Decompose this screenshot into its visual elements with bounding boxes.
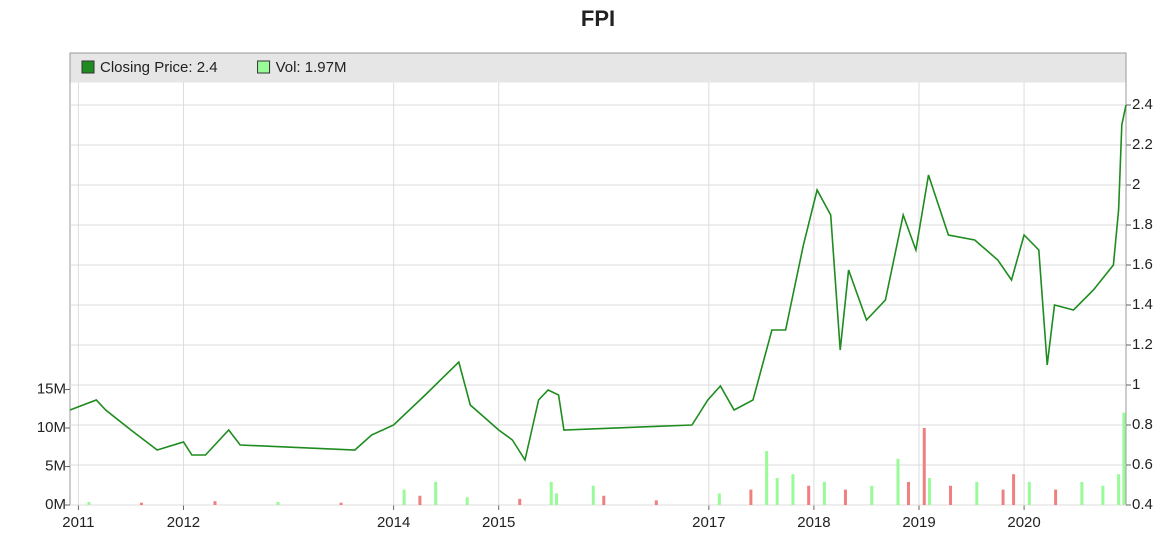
y-tick-label: 2.2: [1132, 136, 1153, 153]
volume-bar: [654, 500, 658, 505]
volume-bar: [1122, 412, 1126, 505]
volume-bar: [1012, 474, 1016, 505]
volume-bar: [1117, 474, 1121, 505]
y-tick-label: 1.2: [1132, 336, 1153, 353]
volume-bar: [1101, 485, 1105, 505]
volume-bar: [870, 485, 874, 505]
volume-bar: [922, 427, 926, 505]
x-tick-label: 2018: [797, 514, 830, 531]
volume-bar: [928, 478, 932, 505]
y2-tick-label: 5M: [45, 457, 66, 474]
volume-bar: [276, 501, 280, 505]
y-tick-label: 0.8: [1132, 416, 1153, 433]
volume-bar: [591, 485, 595, 505]
x-tick-label: 2011: [62, 514, 94, 531]
volume-bar: [402, 489, 406, 505]
y-tick-label: 2.4: [1132, 96, 1153, 113]
legend-band: [70, 53, 1126, 83]
volume-bar: [339, 502, 343, 505]
y-tick-label: 1.4: [1132, 296, 1153, 313]
y-tick-label: 0.4: [1132, 496, 1153, 513]
y-tick-label: 1.8: [1132, 216, 1153, 233]
chart-title: FPI: [581, 6, 615, 31]
y-tick-label: 1: [1132, 376, 1140, 393]
legend-label: Vol: 1.97M: [276, 59, 347, 76]
volume-bar: [418, 495, 422, 505]
legend-label: Closing Price: 2.4: [100, 59, 218, 76]
volume-bar: [549, 481, 553, 505]
volume-bar: [896, 458, 900, 505]
volume-bar: [807, 485, 811, 505]
x-tick-label: 2015: [482, 514, 515, 531]
volume-bar: [749, 489, 753, 505]
legend-swatch: [81, 60, 95, 74]
volume-bar: [765, 451, 769, 505]
volume-bar: [1001, 489, 1005, 505]
volume-bar: [1027, 481, 1031, 505]
volume-bar: [213, 501, 217, 505]
legend-swatch: [257, 60, 271, 74]
x-tick-label: 2017: [692, 514, 725, 531]
y2-tick-label: 0M: [45, 496, 66, 513]
volume-bar: [843, 489, 847, 505]
volume-bar: [949, 485, 953, 505]
volume-bar: [717, 493, 721, 505]
x-tick-label: 2020: [1007, 514, 1040, 531]
volume-bar: [1080, 481, 1084, 505]
volume-bar: [87, 501, 91, 505]
volume-bar: [518, 498, 522, 505]
y2-tick-label: 10M: [37, 419, 66, 436]
volume-bar: [139, 502, 143, 505]
plot-area: [69, 52, 1127, 506]
x-tick-label: 2019: [902, 514, 935, 531]
volume-bar: [775, 478, 779, 505]
volume-bar: [1054, 489, 1058, 505]
y-tick-label: 0.6: [1132, 456, 1153, 473]
y2-tick-label: 15M: [37, 380, 66, 397]
volume-bar: [602, 495, 606, 505]
volume-bar: [465, 497, 469, 505]
volume-bar: [791, 474, 795, 505]
x-tick-label: 2014: [377, 514, 410, 531]
volume-bar: [822, 481, 826, 505]
y-tick-label: 2: [1132, 176, 1140, 193]
y-tick-label: 1.6: [1132, 256, 1153, 273]
volume-bar: [434, 481, 438, 505]
volume-bar: [975, 481, 979, 505]
volume-bar: [906, 481, 910, 505]
price-line: [69, 104, 1127, 463]
volume-bar: [554, 493, 558, 505]
x-tick-label: 2012: [167, 514, 200, 531]
